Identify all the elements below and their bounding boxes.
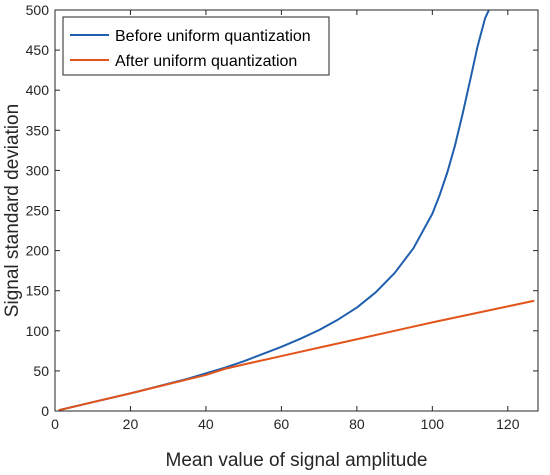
x-tick-label: 0 [51,416,59,432]
x-tick-label: 100 [421,416,445,432]
legend-label-1: Before uniform quantization [115,28,311,45]
plot-area [55,10,538,411]
y-tick-label: 500 [26,2,50,18]
x-tick-label: 120 [496,416,520,432]
ticks-layer: 0 20 40 60 80 100 120 0 50 100 150 200 250 300 350 400 4… [26,2,538,432]
y-tick-label: 100 [26,323,50,339]
x-tick-label: 40 [198,416,214,432]
legend-label-2: After uniform quantization [115,53,297,70]
x-tick-label: 20 [123,416,139,432]
y-tick-label: 400 [26,82,50,98]
y-tick-label: 300 [26,162,50,178]
y-tick-label: 350 [26,122,50,138]
legend-box [62,16,330,76]
y-tick-label: 450 [26,42,50,58]
y-tick-label: 0 [41,403,49,419]
series-layer [58,10,535,411]
x-axis-title: Mean value of signal amplitude [166,450,428,470]
plot-background [55,10,538,411]
legend: Before uniform quantization After uniform… [62,16,330,76]
y-tick-label: 50 [33,363,49,379]
x-tick-label: 60 [274,416,290,432]
y-axis-title: Signal standard deviation [2,104,23,317]
y-tick-label: 250 [26,203,50,219]
y-tick-label: 200 [26,243,50,259]
y-tick-label: 150 [26,283,50,299]
series-line-2 [58,299,535,411]
x-tick-label: 80 [349,416,365,432]
